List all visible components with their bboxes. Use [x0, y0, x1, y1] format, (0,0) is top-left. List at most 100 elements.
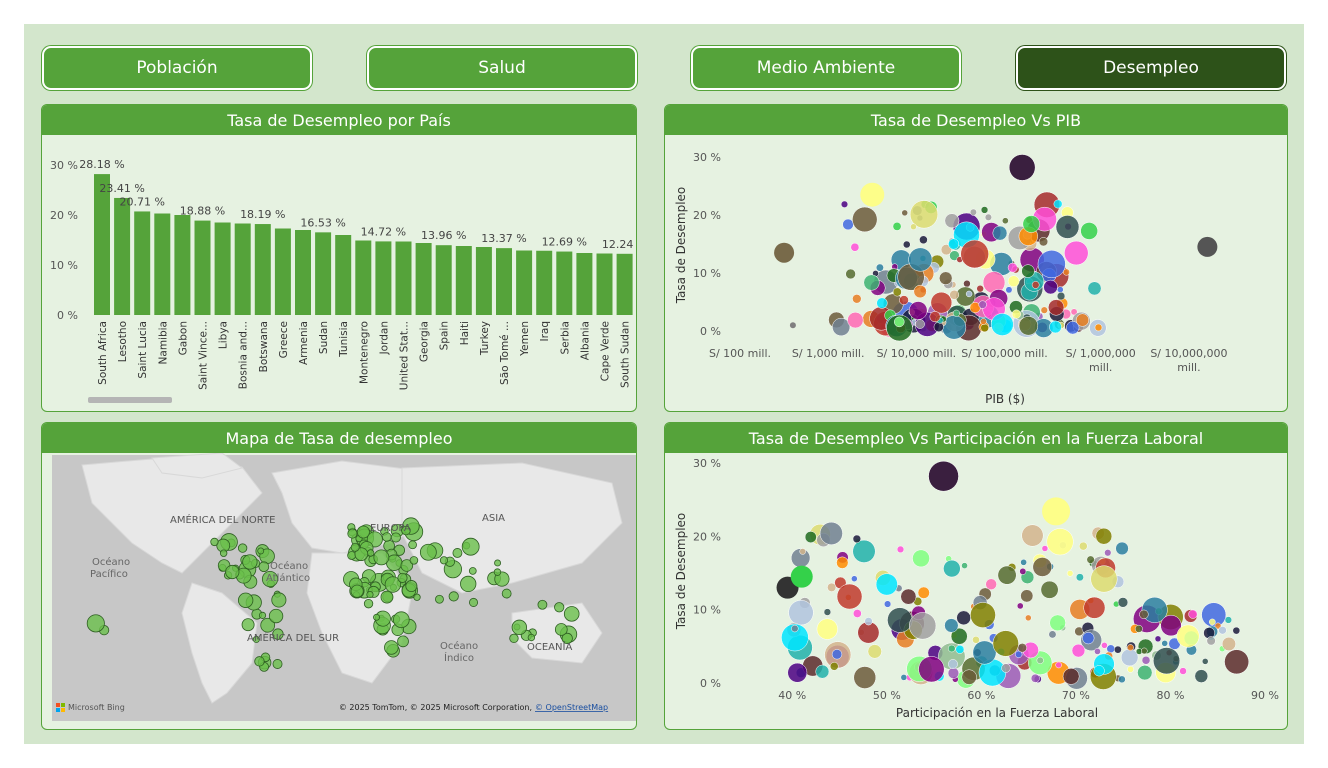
gdp-scatter-title: Tasa de Desempleo Vs PIB — [665, 105, 1287, 135]
map-country-bubble[interactable] — [397, 635, 409, 648]
bar-data-label: 20.71 % — [119, 195, 164, 208]
map-country-bubble[interactable] — [380, 590, 394, 604]
gdp-scatter-point — [842, 218, 854, 231]
map-country-bubble[interactable] — [356, 525, 370, 539]
horizontal-scrollbar-thumb[interactable] — [88, 397, 172, 403]
map-country-bubble[interactable] — [225, 564, 240, 580]
map-country-bubble[interactable] — [86, 614, 105, 633]
map-country-bubble[interactable] — [258, 561, 270, 573]
map-country-bubble[interactable] — [241, 618, 255, 632]
map-country-bubble[interactable] — [219, 549, 228, 557]
map-country-bubble[interactable] — [272, 659, 283, 669]
labor-x-tick: 40 % — [778, 689, 806, 702]
gdp-scatter-point — [1094, 323, 1103, 332]
map-country-bubble[interactable] — [237, 543, 248, 553]
map-country-bubble[interactable] — [493, 568, 502, 576]
map-country-bubble[interactable] — [554, 602, 565, 613]
map-country-bubble[interactable] — [460, 575, 477, 593]
map-country-bubble[interactable] — [242, 554, 258, 570]
bar-category-label: Iraq — [539, 321, 551, 342]
map-country-bubble[interactable] — [384, 576, 402, 593]
map-country-bubble[interactable] — [409, 556, 419, 565]
tab-medio-ambiente[interactable]: Medio Ambiente — [691, 46, 961, 90]
map-country-bubble[interactable] — [419, 543, 437, 561]
map-country-bubble[interactable] — [400, 559, 414, 572]
map-country-bubble[interactable] — [237, 592, 254, 608]
map-country-bubble[interactable] — [509, 633, 519, 644]
map-country-bubble[interactable] — [384, 640, 399, 655]
map-country-bubble[interactable] — [561, 632, 573, 644]
map-country-bubble[interactable] — [397, 572, 408, 583]
map-country-bubble[interactable] — [401, 525, 411, 536]
map-country-bubble[interactable] — [511, 619, 528, 636]
gdp-scatter-point — [949, 289, 960, 300]
map-country-bubble[interactable] — [363, 598, 374, 609]
map-country-bubble[interactable] — [258, 611, 267, 619]
map-country-bubble[interactable] — [563, 606, 580, 622]
map-country-bubble[interactable] — [254, 656, 265, 667]
horizontal-scrollbar-track[interactable] — [86, 399, 631, 405]
map-country-bubble[interactable] — [272, 628, 284, 640]
bar — [154, 213, 171, 315]
bar-category-label: Botswana — [258, 321, 270, 372]
map-country-bubble[interactable] — [373, 549, 390, 566]
gdp-scatter-point — [1055, 215, 1080, 239]
map-country-bubble[interactable] — [260, 617, 276, 633]
tab-desempleo[interactable]: Desempleo — [1016, 46, 1286, 90]
gdp-scatter-point — [1057, 286, 1064, 293]
labor-scatter-point — [1117, 597, 1129, 608]
map-country-bubble[interactable] — [373, 613, 380, 621]
map-country-bubble[interactable] — [366, 549, 375, 557]
map-country-bubble[interactable] — [452, 548, 463, 558]
map-country-bubble[interactable] — [527, 633, 536, 642]
map-country-bubble[interactable] — [494, 559, 502, 567]
bar-category-label: Cape Verde — [600, 321, 612, 381]
map-country-bubble[interactable] — [261, 571, 279, 588]
map-country-bubble[interactable] — [461, 537, 480, 556]
labor-scatter-point — [1188, 609, 1198, 619]
labor-scatter-point — [1030, 673, 1040, 683]
map-country-bubble[interactable] — [347, 551, 357, 560]
map-country-bubble[interactable] — [413, 593, 421, 601]
map-country-bubble[interactable] — [390, 532, 401, 543]
map-country-bubble[interactable] — [468, 567, 477, 575]
map-country-bubble[interactable] — [257, 547, 265, 555]
map-country-bubble[interactable] — [347, 528, 358, 539]
labor-scatter-point — [1176, 624, 1200, 648]
map-country-bubble[interactable] — [271, 592, 287, 608]
bar — [174, 215, 191, 315]
map-country-bubble[interactable] — [554, 623, 568, 636]
labor-x-tick: 90 % — [1251, 689, 1279, 702]
bar — [415, 243, 432, 315]
map-country-bubble[interactable] — [350, 542, 360, 552]
map-country-bubble[interactable] — [350, 584, 364, 598]
map-label-pacific: Océano — [92, 556, 130, 568]
labor-scatter-point — [875, 573, 898, 596]
bar — [134, 211, 151, 315]
bar — [114, 197, 131, 315]
map-country-bubble[interactable] — [448, 591, 459, 602]
unemployment-map[interactable]: AMÉRICA DEL NORTE AMÉRICA DEL SUR EUROPA AS… — [42, 452, 636, 729]
labor-scatter-point — [1055, 661, 1062, 669]
map-country-bubble[interactable] — [354, 547, 369, 561]
map-country-bubble[interactable] — [366, 591, 374, 599]
map-country-bubble[interactable] — [537, 599, 548, 610]
tab-poblacion[interactable]: Población — [42, 46, 312, 90]
map-country-bubble[interactable] — [469, 597, 479, 607]
map-country-bubble[interactable] — [252, 635, 260, 643]
gdp-scatter-point — [980, 206, 989, 214]
map-country-bubble[interactable] — [392, 611, 410, 629]
map-country-bubble[interactable] — [435, 594, 444, 604]
map-country-bubble[interactable] — [408, 540, 417, 550]
map-country-bubble[interactable] — [268, 608, 284, 624]
map-country-bubble[interactable] — [405, 580, 418, 593]
map-credits-link[interactable]: © OpenStreetMap — [535, 703, 608, 712]
labor-scatter-point — [1208, 618, 1216, 626]
map-country-bubble[interactable] — [501, 588, 512, 599]
tab-salud[interactable]: Salud — [367, 46, 637, 90]
bar-data-label: 18.88 % — [180, 205, 225, 218]
gdp-scatter-point — [1064, 240, 1089, 266]
labor-scatter-point — [961, 562, 968, 569]
map-country-bubble[interactable] — [439, 556, 449, 565]
map-country-bubble[interactable] — [210, 537, 219, 547]
